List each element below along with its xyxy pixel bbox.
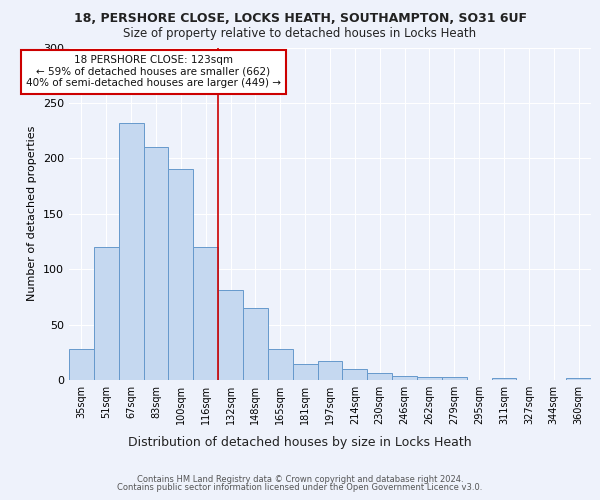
Bar [169,170,193,380]
Bar [392,376,417,380]
Bar [491,378,517,380]
Text: Contains public sector information licensed under the Open Government Licence v3: Contains public sector information licen… [118,484,482,492]
Bar [293,364,317,380]
Bar [343,369,367,380]
Bar [367,374,392,380]
Bar [417,376,442,380]
Bar [317,361,343,380]
Bar [193,247,218,380]
Y-axis label: Number of detached properties: Number of detached properties [28,126,37,302]
Text: Contains HM Land Registry data © Crown copyright and database right 2024.: Contains HM Land Registry data © Crown c… [137,475,463,484]
Bar [268,349,293,380]
Bar [69,349,94,380]
Bar [218,290,243,380]
Bar [143,147,169,380]
Text: 18 PERSHORE CLOSE: 123sqm
← 59% of detached houses are smaller (662)
40% of semi: 18 PERSHORE CLOSE: 123sqm ← 59% of detac… [26,56,281,88]
Text: Distribution of detached houses by size in Locks Heath: Distribution of detached houses by size … [128,436,472,449]
Bar [442,376,467,380]
Bar [566,378,591,380]
Bar [94,247,119,380]
Bar [119,123,143,380]
Text: 18, PERSHORE CLOSE, LOCKS HEATH, SOUTHAMPTON, SO31 6UF: 18, PERSHORE CLOSE, LOCKS HEATH, SOUTHAM… [74,12,527,26]
Bar [243,308,268,380]
Text: Size of property relative to detached houses in Locks Heath: Size of property relative to detached ho… [124,28,476,40]
